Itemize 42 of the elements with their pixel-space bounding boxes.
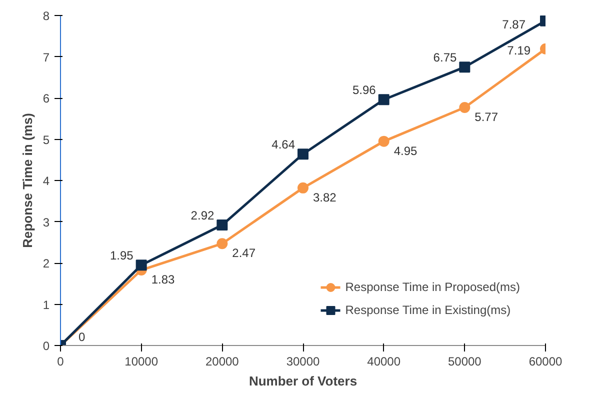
data-label: 2.47 (232, 246, 256, 260)
y-axis-title: Reponse Time in (ms) (20, 113, 35, 248)
y-tick-label: 3 (42, 215, 50, 230)
y-tick-label: 5 (42, 132, 50, 147)
data-label: 4.95 (394, 144, 418, 158)
data-label: 5.77 (474, 110, 498, 124)
y-tick-label: 4 (42, 174, 50, 188)
point (459, 102, 470, 113)
point (459, 62, 470, 73)
x-tick-label: 0 (57, 354, 64, 368)
y-tick-label: 2 (42, 256, 50, 270)
point (216, 220, 228, 231)
data-label: 6.75 (433, 50, 457, 65)
point (216, 238, 228, 250)
data-label: 7.19 (507, 43, 531, 58)
data-label: 2.92 (190, 208, 214, 223)
data-label: 3.82 (313, 190, 337, 204)
y-tick-label: 0 (42, 339, 50, 353)
x-tick-label: 30000 (286, 354, 320, 368)
x-tick-label: 50000 (448, 354, 482, 368)
point (378, 94, 390, 106)
data-label: 1.83 (151, 272, 176, 287)
y-tick-label: 7 (42, 50, 50, 64)
legend-label: Response Time in Existing(ms) (345, 303, 511, 317)
x-tick-label: 20000 (205, 354, 240, 368)
y-tick-label: 6 (42, 92, 50, 106)
point (378, 136, 390, 147)
legend-label: Response Time in Proposed(ms) (345, 280, 520, 294)
x-tick-label: 60000 (528, 354, 563, 368)
x-tick-label: 10000 (124, 354, 158, 368)
data-label: 5.96 (352, 83, 376, 98)
x-axis-title: Number of Voters (248, 374, 358, 388)
data-label: 1.95 (110, 248, 134, 263)
data-label: 7.87 (502, 17, 526, 32)
point (298, 148, 308, 160)
x-tick-label: 40000 (367, 354, 401, 368)
point (136, 260, 147, 271)
data-label: 4.64 (272, 138, 296, 152)
data-label: 0 (78, 330, 86, 344)
y-tick-label: 8 (42, 9, 50, 23)
y-tick-label: 1 (42, 298, 50, 312)
point (298, 182, 308, 194)
